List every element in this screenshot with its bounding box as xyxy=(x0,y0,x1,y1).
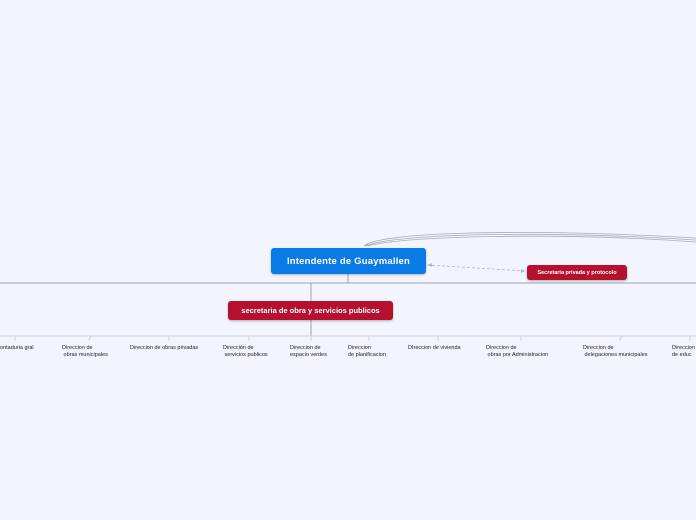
leaf-delegaciones-municipales[interactable]: Direccion de delegaciones municipales xyxy=(583,345,648,358)
leaf-vivienda[interactable]: DIreccion de vivienda xyxy=(408,345,461,351)
branch-secretaria-obra[interactable]: secretaria de obra y servicios publicos xyxy=(228,301,393,320)
relationship-dashed xyxy=(426,264,527,272)
arrowhead xyxy=(428,263,432,267)
leaf-educacion[interactable]: Direccion de educ xyxy=(672,345,695,358)
leaf-contaduria[interactable]: ontaduria gral xyxy=(0,345,34,351)
arrowhead xyxy=(521,269,525,273)
relationship-curve xyxy=(365,233,696,247)
leaf-obras-privadas[interactable]: Direccion de obras privadas xyxy=(130,345,199,351)
relationship-curve xyxy=(363,232,696,247)
leaf-espacio-verdes[interactable]: Direccion de espacio verdes xyxy=(290,345,327,358)
leaf-planificacion[interactable]: Direccion de planificacion xyxy=(348,345,386,358)
relationship-curve xyxy=(367,235,696,247)
leaf-servicios-publicos[interactable]: Dirección de servicios publicos xyxy=(223,345,268,358)
root-topic[interactable]: Intendente de Guaymallen xyxy=(271,248,426,274)
leaf-obras-municipales[interactable]: Direccion de obras municipales xyxy=(62,345,108,358)
branch-secretaria-privada[interactable]: Secretaria privada y protocolo xyxy=(527,265,627,280)
arrowhead xyxy=(364,243,368,246)
leaf-obras-administracion[interactable]: Direccion de obras por Administracion xyxy=(486,345,549,358)
